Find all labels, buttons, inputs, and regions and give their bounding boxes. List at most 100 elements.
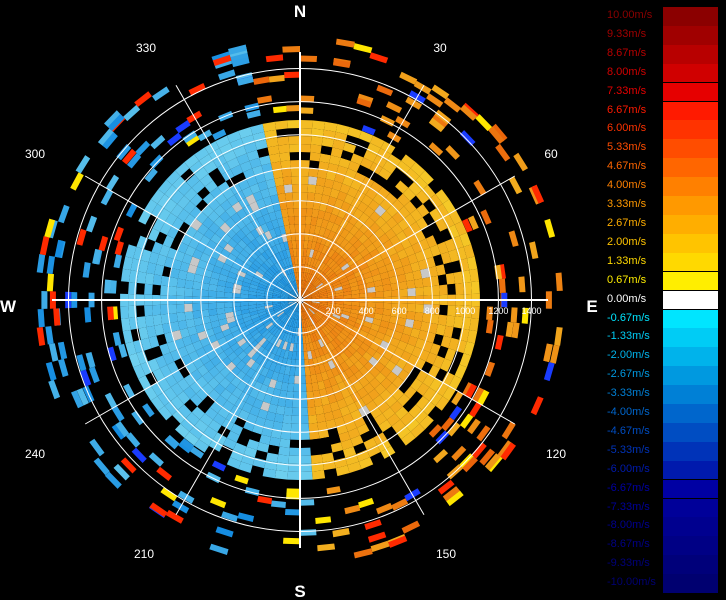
velocity-cell	[429, 378, 442, 392]
velocity-cell	[358, 356, 369, 367]
velocity-cell	[151, 203, 164, 218]
velocity-cell	[271, 264, 279, 273]
velocity-cell	[331, 242, 340, 252]
velocity-cell	[311, 324, 317, 333]
velocity-cell	[365, 400, 378, 412]
velocity-cell	[199, 173, 213, 187]
velocity-cell	[286, 274, 292, 283]
velocity-cell	[350, 309, 360, 315]
legend-entry: -4.00m/s	[605, 404, 726, 423]
velocity-cell	[231, 57, 250, 68]
velocity-cell	[150, 189, 165, 204]
velocity-cell	[98, 235, 109, 252]
velocity-cell	[364, 276, 374, 284]
velocity-cell	[345, 270, 354, 278]
velocity-cell	[215, 193, 228, 205]
velocity-cell	[253, 76, 270, 85]
velocity-cell	[358, 212, 370, 224]
velocity-cell	[36, 254, 46, 273]
velocity-cell	[433, 333, 444, 346]
velocity-cell	[226, 130, 242, 143]
velocity-cell	[192, 249, 203, 260]
velocity-cell	[460, 413, 474, 429]
legend-entry: -1.33m/s	[605, 328, 726, 348]
velocity-cell	[300, 95, 315, 102]
velocity-cell	[364, 217, 375, 229]
velocity-cell	[316, 321, 324, 330]
velocity-cell	[279, 331, 286, 341]
legend-label: 2.67m/s	[607, 216, 647, 229]
velocity-cell	[500, 442, 516, 461]
velocity-cell	[182, 253, 193, 265]
velocity-cell	[310, 316, 317, 324]
velocity-cell	[322, 277, 330, 285]
velocity-cell	[167, 226, 179, 239]
velocity-cell	[240, 285, 250, 291]
velocity-cell	[440, 251, 452, 265]
velocity-cell	[265, 411, 276, 422]
velocity-cell	[249, 157, 262, 169]
velocity-cell	[261, 339, 270, 349]
velocity-cell	[334, 391, 344, 402]
velocity-cell	[275, 272, 282, 280]
velocity-cell	[378, 419, 392, 433]
velocity-cell	[290, 273, 295, 282]
velocity-cell	[323, 121, 338, 132]
velocity-cell	[261, 275, 271, 282]
velocity-cell	[442, 199, 456, 214]
velocity-cell	[300, 152, 311, 161]
velocity-cell	[283, 267, 289, 276]
velocity-cell	[469, 402, 482, 418]
velocity-cell	[82, 262, 91, 278]
velocity-cell	[429, 391, 443, 406]
velocity-cell	[259, 313, 268, 320]
velocity-cell	[53, 308, 61, 326]
velocity-cell	[422, 277, 432, 287]
velocity-cell	[433, 254, 444, 267]
velocity-cell	[280, 382, 289, 392]
velocity-cell	[273, 306, 282, 311]
velocity-cell	[318, 289, 327, 294]
legend-entry: 5.33m/s	[605, 139, 726, 159]
velocity-cell	[326, 322, 335, 330]
velocity-cell	[189, 206, 202, 219]
velocity-cell	[377, 401, 390, 414]
legend-swatch	[663, 101, 718, 121]
velocity-cell	[256, 245, 265, 254]
velocity-cell	[212, 54, 232, 66]
velocity-cell	[76, 228, 87, 246]
velocity-cell	[485, 319, 494, 334]
velocity-cell	[243, 245, 253, 255]
velocity-cell	[291, 302, 298, 310]
velocity-cell	[177, 391, 190, 405]
velocity-cell	[459, 453, 475, 470]
velocity-cell	[343, 291, 352, 296]
velocity-cell	[343, 304, 352, 309]
velocity-cell	[291, 290, 298, 298]
velocity-cell	[354, 219, 365, 230]
velocity-cell	[227, 351, 238, 362]
velocity-cell	[300, 216, 306, 225]
velocity-cell	[347, 402, 359, 414]
velocity-cell	[168, 304, 177, 314]
velocity-cell	[252, 259, 262, 268]
velocity-cell	[326, 286, 335, 292]
velocity-cell	[389, 337, 401, 348]
velocity-cell	[344, 222, 355, 232]
velocity-cell	[291, 311, 296, 319]
velocity-cell	[296, 319, 299, 328]
velocity-cell	[383, 290, 392, 298]
velocity-cell	[344, 254, 354, 264]
velocity-cell	[237, 338, 247, 347]
velocity-cell	[233, 243, 244, 254]
velocity-cell	[391, 364, 403, 377]
velocity-cell	[329, 188, 340, 199]
velocity-cell	[250, 313, 260, 320]
velocity-cell	[121, 148, 137, 165]
velocity-cell	[253, 319, 262, 326]
velocity-cell	[214, 361, 226, 373]
azimuth-spoke	[175, 299, 301, 516]
velocity-cell	[402, 226, 415, 238]
velocity-cell	[249, 201, 260, 212]
velocity-cell	[285, 333, 291, 343]
